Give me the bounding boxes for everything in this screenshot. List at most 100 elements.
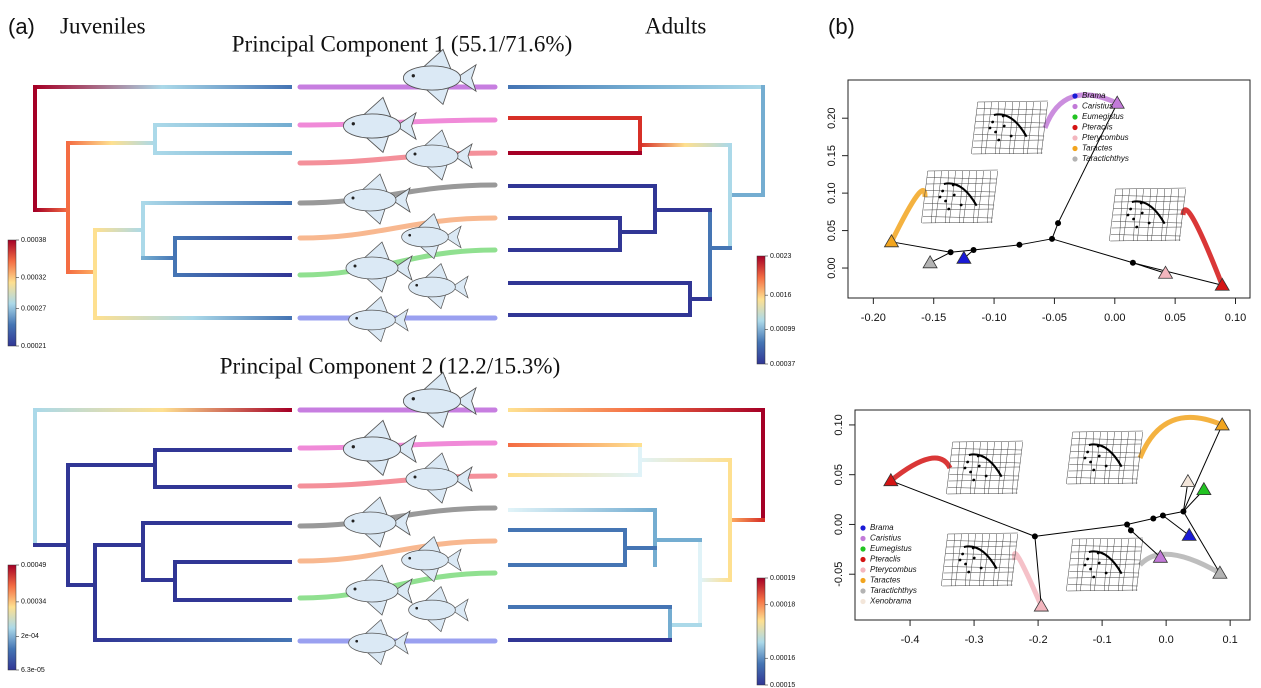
landmark-curve xyxy=(993,113,1028,138)
fish-eye xyxy=(351,196,355,200)
grid-mesh xyxy=(974,134,1045,137)
fish-body xyxy=(405,144,459,168)
grid-mesh xyxy=(1118,431,1122,485)
y-tick-label: -0.05 xyxy=(833,562,845,587)
x-tick-label: -0.05 xyxy=(1042,312,1067,324)
legend-label: Brama xyxy=(870,523,894,532)
fish-eye xyxy=(413,152,417,156)
node-point xyxy=(1127,527,1134,534)
fish-eye xyxy=(408,233,412,237)
x-tick-label: -0.15 xyxy=(921,312,946,324)
x-tick-label: -0.2 xyxy=(1029,634,1048,646)
trajectory-arc xyxy=(1011,551,1044,608)
colorbar-tick-label: 2e-04 xyxy=(21,633,39,640)
grid-mesh xyxy=(997,533,1004,587)
fish-tail xyxy=(395,434,417,464)
point xyxy=(1180,473,1196,488)
column-label: Juveniles xyxy=(60,13,146,38)
node-point xyxy=(1159,512,1166,519)
phylo-edge xyxy=(890,480,1036,537)
landmark xyxy=(1001,114,1005,118)
legend-swatch xyxy=(860,588,866,594)
grid-mesh xyxy=(1037,101,1041,155)
x-tick-label: -0.20 xyxy=(861,312,886,324)
grid-mesh xyxy=(1104,431,1108,485)
grid-mesh xyxy=(942,584,1013,587)
landmark xyxy=(1083,456,1087,460)
colorbar-tick-label: 0.00016 xyxy=(770,655,795,662)
grid-mesh xyxy=(1094,431,1101,485)
grid-mesh xyxy=(941,533,948,587)
x-tick-label: 0.00 xyxy=(1104,312,1125,324)
fish-eye xyxy=(351,445,355,449)
legend-label: Brama xyxy=(1082,91,1106,100)
fish xyxy=(405,452,473,504)
fish-tail xyxy=(451,598,469,622)
fish xyxy=(402,48,477,106)
grid-mesh xyxy=(1122,431,1129,485)
fish-body xyxy=(402,388,462,414)
point xyxy=(1181,527,1197,541)
node-point xyxy=(1124,521,1131,528)
grid-mesh xyxy=(1027,101,1034,155)
grid-mesh xyxy=(1108,431,1115,485)
landmark xyxy=(972,478,976,482)
fish xyxy=(408,262,469,310)
colorbar-tick-label: 0.00034 xyxy=(21,599,46,606)
grid-mesh xyxy=(1069,456,1141,459)
legend-label: Eumegistus xyxy=(1082,112,1124,121)
grid-mesh xyxy=(1072,545,1142,548)
node-point xyxy=(947,249,954,256)
grid-mesh xyxy=(971,101,978,155)
legend-label: Taractes xyxy=(870,576,900,585)
fish-eye xyxy=(408,556,412,560)
colorbar-tick-label: 0.00032 xyxy=(21,274,46,281)
legend-swatch xyxy=(860,556,866,563)
y-tick-label: 0.05 xyxy=(833,464,845,485)
x-tick-label: 0.10 xyxy=(1225,312,1246,324)
landmark xyxy=(1097,561,1101,565)
fish-tail xyxy=(391,631,409,655)
landmark xyxy=(1139,201,1143,205)
legend-swatch xyxy=(860,546,866,552)
fish-eye xyxy=(355,639,359,643)
grid-mesh xyxy=(1066,538,1073,592)
point xyxy=(1152,549,1169,563)
landmark xyxy=(1096,444,1100,448)
landmark xyxy=(1126,213,1130,217)
grid-mesh xyxy=(945,553,1016,556)
fish-body xyxy=(348,309,396,331)
node-point xyxy=(1129,259,1136,266)
fish xyxy=(408,585,469,633)
grid-mesh xyxy=(1132,431,1136,485)
grid-mesh xyxy=(1023,101,1027,155)
grid-mesh xyxy=(1110,239,1181,242)
colorbar-tick-label: 0.00027 xyxy=(21,305,46,312)
grid-mesh xyxy=(1007,533,1011,587)
fish xyxy=(401,212,462,260)
legend-swatch xyxy=(860,598,866,605)
grid-mesh xyxy=(1122,538,1129,592)
grid-mesh xyxy=(970,441,974,495)
fish-eye xyxy=(413,475,417,479)
phylo-edge xyxy=(973,244,1020,251)
phylo-edge xyxy=(1182,424,1223,512)
grid-mesh xyxy=(1041,101,1048,155)
grid-mesh xyxy=(1151,188,1158,242)
grid-mesh xyxy=(988,441,995,495)
node-point xyxy=(1016,241,1023,248)
fish-body xyxy=(401,549,449,571)
fish-body xyxy=(345,256,399,280)
deformation-grid xyxy=(1066,537,1143,592)
trait-curve xyxy=(297,538,498,564)
legend-label: Taractichthys xyxy=(870,586,917,595)
trajectory-arc xyxy=(889,188,928,243)
landmark-curve xyxy=(1088,550,1123,575)
landmark xyxy=(994,130,997,134)
landmark xyxy=(1097,454,1101,458)
grid-mesh xyxy=(924,203,995,206)
grid-mesh xyxy=(1090,538,1094,592)
legend-swatch xyxy=(860,567,866,573)
y-tick-label: 0.20 xyxy=(826,107,838,128)
